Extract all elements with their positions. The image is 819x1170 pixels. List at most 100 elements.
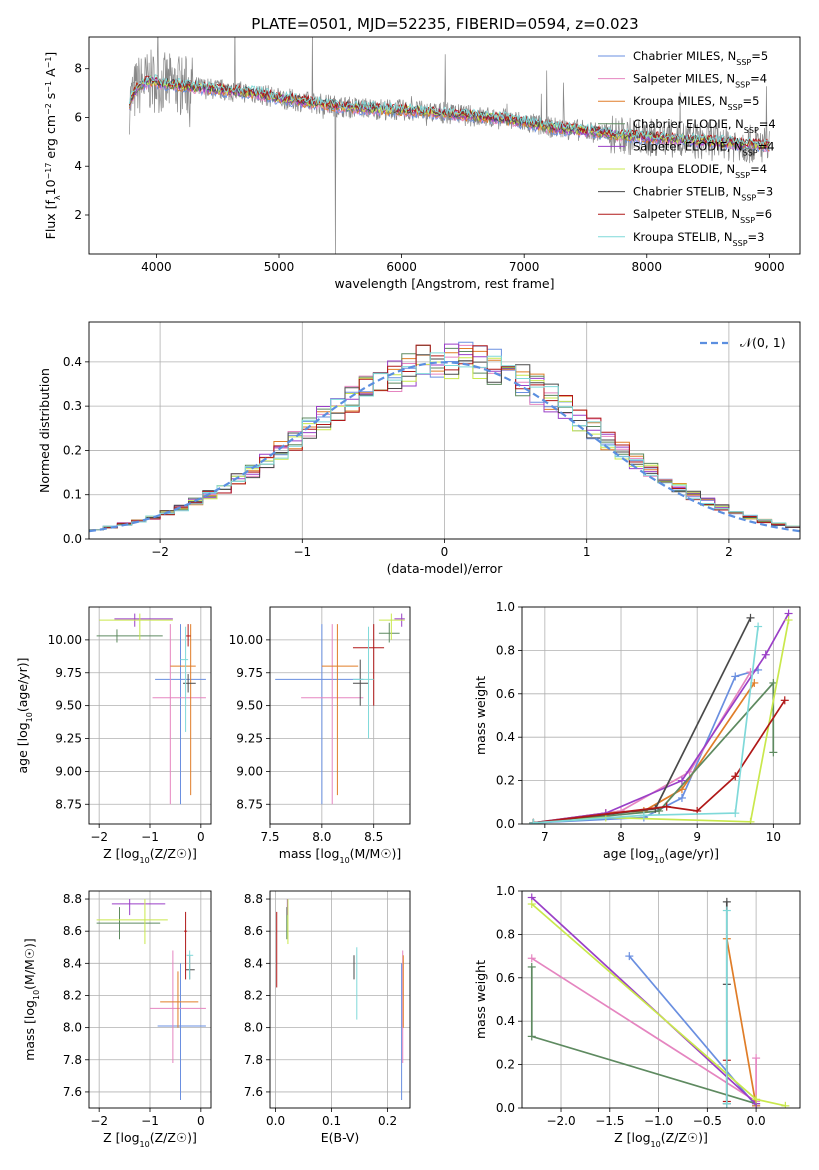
mass-weight-line [725,938,757,1106]
axes-frame [269,890,411,1109]
mass-weight-marker [746,817,755,824]
x-tick-label: 7.5 [260,830,279,844]
x-axis-label: E(B-V) [321,1130,360,1145]
errorbar-point [160,971,199,1028]
errorbar-point [152,624,206,805]
chart-mass_weight_vs_Z: −2.0 −1.5 −1.0 −0.5 0.0 0.0 0.2 0.4 0.6 0.8 1.0 Z [… [473,884,801,1149]
legend-entry-label: Kroupa MILES, NSSP=5 [633,94,759,112]
y-tick-label: 0.1 [63,488,82,502]
x-tick-label: 7000 [509,260,540,274]
x-tick-label: 0 [197,830,205,844]
errorbar-point [180,626,189,732]
mass-weight-marker [639,811,648,820]
y-axis-label: Flux [fλ10−17 erg cm−2 s−1 A−1] [43,52,62,240]
mass-weight-marker [731,672,740,681]
y-axis-label: mass weight [473,960,488,1039]
y-axis-label: Normed distribution [37,368,52,493]
plot-area-mass_weight_vs_age [529,609,793,824]
mass-weight-line [533,682,756,824]
x-axis-label: Z [log10(Z/Z☉)] [103,1130,197,1149]
x-tick-label: 2 [725,545,733,559]
x-axis-label: wavelength [Angstrom, rest frame] [334,276,554,291]
plot-area-mass_weight_vs_Z [527,893,790,1108]
chart-mass_vs_ebv: 0.0 0.1 0.2 7.6 7.8 8.0 8.2 8.4 8.6 8.8 E(B-V) [244,890,411,1145]
y-tick-label: 9.25 [55,732,82,746]
y-tick-label: 0.0 [63,532,82,546]
x-tick-label: 0 [441,545,449,559]
errorbar-point [301,624,364,805]
y-tick-label: 8.4 [244,956,263,970]
model-spectrum-line [129,75,770,149]
mass-weight-marker [761,650,770,659]
y-tick-label: 1.0 [496,884,515,898]
y-tick-label: 0.2 [63,443,82,457]
plot-area-age_vs_mass [275,613,405,805]
x-tick-label: 6000 [386,260,417,274]
x-tick-label: −2 [90,1114,108,1128]
x-tick-label: 8.0 [312,830,331,844]
errorbar-point [99,613,173,640]
y-tick-label: 7.8 [244,1053,263,1067]
model-spectrum-line [129,74,770,147]
mass-weight-marker [617,806,626,815]
x-tick-label: −1 [141,830,159,844]
legend-entry-label: Salpeter STELIB, NSSP=6 [633,207,772,225]
x-tick-label: 0.0 [266,1114,285,1128]
legend-entry-label: Salpeter ELODIE, NSSP=4 [633,139,775,157]
y-tick-label: 9.50 [55,699,82,713]
mass-weight-marker [769,748,778,757]
y-tick-label: 7.6 [63,1085,82,1099]
y-tick-label: 2 [74,208,82,222]
y-tick-label: 0.6 [496,971,515,985]
x-tick-label: −1.0 [644,1114,673,1128]
y-tick-label: 10.00 [229,633,263,647]
model-spectrum-line [129,75,770,150]
y-tick-label: 8 [74,62,82,76]
plot-area-mass_vs_Z [96,899,206,1100]
x-tick-label: 0 [197,1114,205,1128]
errorbar-point [186,950,194,980]
x-tick-label: 4000 [141,260,172,274]
errorbar-point [157,963,206,1100]
y-tick-label: 8.6 [244,924,263,938]
y-tick-label: 8.8 [244,892,263,906]
legend-entry-label: Salpeter MILES, NSSP=4 [633,72,767,90]
errorbar-point [155,624,206,805]
y-tick-label: 7.6 [244,1085,263,1099]
spectrum-legend: Chabrier MILES, NSSP=55Chabrier MILESSal… [598,49,776,247]
y-tick-label: 1.0 [496,600,515,614]
y-tick-label: 0.2 [496,774,515,788]
mass-weight-line [531,957,757,1104]
y-tick-label: 0.8 [496,643,515,657]
x-tick-label: 7 [541,830,549,844]
x-tick-label: 9000 [754,260,785,274]
mass-weight-marker [722,906,731,915]
x-axis-label: Z [log10(Z/Z☉)] [103,846,197,865]
y-tick-label: 9.75 [55,666,82,680]
x-axis-label: age [log10(age/yr)] [603,846,719,865]
mass-weight-marker [527,954,536,963]
mass-weight-marker [731,772,740,781]
y-tick-label: 8.0 [63,1021,82,1035]
errorbar-point [111,899,166,916]
y-tick-label: 6 [74,110,82,124]
legend-entry-label: Chabrier STELIB, NSSP=3 [633,185,773,203]
x-tick-label: −1 [141,1114,159,1128]
mass-weight-marker [746,613,755,622]
x-tick-label: 10 [766,830,781,844]
plot-area-mass_vs_ebv [276,899,404,1100]
x-tick-label: −0.5 [693,1114,722,1128]
figure-title: PLATE=0501, MJD=52235, FIBERID=0594, z=0… [251,15,638,33]
mass-weight-marker [752,1095,761,1104]
mass-weight-line [533,669,759,824]
y-tick-label: 9.50 [236,699,263,713]
x-tick-label: 0.1 [322,1114,341,1128]
errorbar-point [185,624,191,647]
errorbar-point [275,624,364,805]
mass-weight-marker [754,622,763,631]
model-spectrum-line [129,78,770,152]
errorbar-point [185,955,195,980]
x-tick-label: 5000 [264,260,295,274]
errorbar-point [96,629,163,643]
